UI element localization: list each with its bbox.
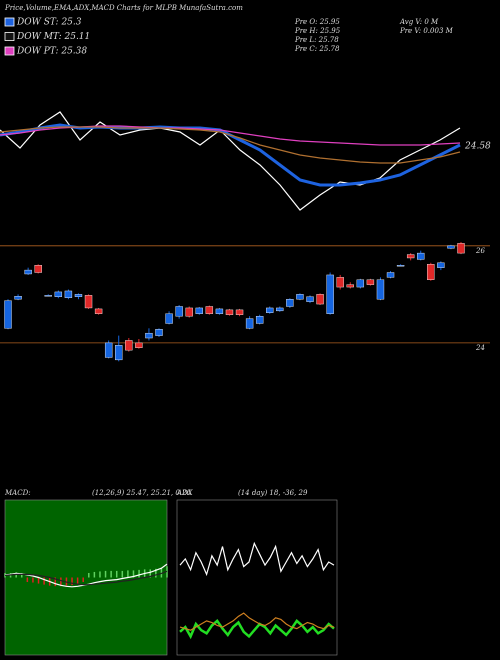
candle-body — [235, 309, 244, 315]
candle-body — [447, 245, 455, 249]
candle-body — [4, 300, 12, 329]
candle-body — [376, 279, 385, 300]
legend-label: DOW ST: 25.3 — [16, 18, 82, 28]
candle-body — [427, 264, 435, 280]
candle-body — [326, 274, 334, 314]
legend-label: DOW PT: 25.38 — [16, 47, 87, 57]
page-title: Price,Volume,EMA,ADX,MACD Charts for MLP… — [4, 4, 243, 12]
line-series — [179, 541, 335, 577]
candle-body — [125, 340, 133, 351]
pre-high: Pre H: 25.95 — [294, 27, 341, 35]
legend-swatch — [4, 32, 15, 41]
candle-body — [14, 296, 22, 300]
candle-body — [417, 252, 425, 260]
candle-body — [54, 291, 63, 297]
line-series — [4, 570, 168, 586]
panel-title: ADX — [176, 489, 194, 497]
candle-body — [44, 295, 52, 297]
candle-body — [406, 254, 415, 259]
candle-body — [255, 315, 264, 324]
candle-body — [115, 345, 123, 361]
y-tick-label: 24 — [475, 344, 485, 352]
candle-body — [34, 265, 42, 273]
pre-close: Pre C: 25.78 — [294, 45, 340, 53]
candle-body — [276, 307, 284, 312]
candle-body — [64, 290, 73, 298]
candle-body — [316, 294, 324, 305]
candle-body — [286, 299, 294, 307]
panel-subtitle: (12,26,9) 25.47, 25.21, 0.26 — [92, 489, 192, 497]
candle-body — [175, 306, 183, 317]
line-series — [179, 619, 335, 640]
candle-body — [155, 329, 163, 336]
avg-volume: Avg V: 0 M — [399, 18, 439, 26]
candle-body — [94, 308, 103, 314]
candle-body — [225, 309, 234, 315]
line-series — [0, 111, 461, 211]
candle-body — [366, 279, 375, 285]
pre-low: Pre L: 25.78 — [294, 36, 339, 44]
candle-body — [135, 342, 143, 348]
candle-body — [306, 296, 314, 302]
candle-body — [346, 284, 354, 288]
last-value: 24.58 — [464, 142, 491, 152]
candle-body — [24, 269, 32, 275]
panel-title: MACD: — [4, 489, 31, 497]
candle-body — [296, 294, 304, 300]
candle-body — [386, 272, 395, 278]
pre-open: Pre O: 25.95 — [294, 18, 340, 26]
candle-body — [104, 342, 113, 358]
candle-body — [74, 294, 83, 297]
candle-body — [215, 308, 224, 314]
candle-body — [185, 307, 193, 317]
candle-body — [84, 295, 93, 309]
candle-body — [457, 243, 465, 254]
legend-swatch — [4, 46, 15, 56]
candle-body — [266, 307, 274, 313]
pre-volume: Pre V: 0.003 M — [399, 27, 454, 35]
panel — [4, 499, 168, 656]
candle-body — [195, 307, 203, 314]
candle-body — [245, 318, 254, 329]
candle-body — [205, 306, 214, 314]
candle-body — [165, 313, 173, 324]
legend-swatch — [4, 17, 15, 27]
candle-body — [396, 265, 405, 267]
candle-body — [145, 332, 153, 339]
y-tick-label: 26 — [475, 247, 485, 255]
panel-subtitle: (14 day) 18, -36, 29 — [238, 489, 308, 497]
legend-label: DOW MT: 25.11 — [16, 32, 90, 42]
line-series — [0, 126, 461, 164]
candle-body — [437, 262, 445, 268]
candle-body — [356, 279, 365, 288]
line-series — [179, 612, 335, 631]
panel — [176, 499, 338, 656]
candle-body — [336, 277, 344, 288]
